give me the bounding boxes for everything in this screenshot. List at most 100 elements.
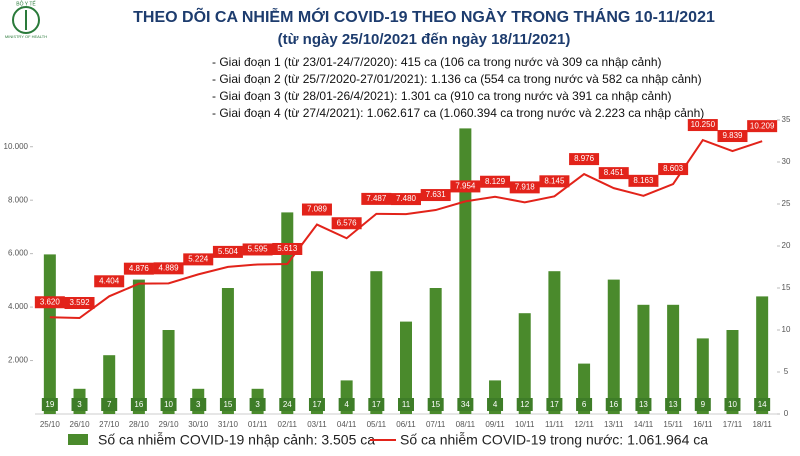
bar-label: 6 <box>582 400 587 409</box>
value-label-box <box>183 253 214 266</box>
bar-label-box <box>576 398 593 411</box>
value-label: 5.224 <box>188 254 209 263</box>
bar-label: 15 <box>431 400 440 409</box>
bar <box>310 271 323 414</box>
bar-label: 10 <box>164 400 173 409</box>
value-label-box <box>242 243 273 256</box>
bar-label: 3 <box>196 400 201 409</box>
x-tick-label: 29/10 <box>159 420 180 429</box>
y2-tick-label: 0 <box>784 409 789 418</box>
x-tick-label: 15/11 <box>663 420 683 429</box>
y-tick-label: 10.000 <box>4 142 29 151</box>
x-tick-label: 31/10 <box>218 420 239 429</box>
bar-label: 11 <box>402 400 411 409</box>
value-label: 5.595 <box>248 245 269 254</box>
x-tick-label: 01/11 <box>248 420 268 429</box>
value-label: 5.504 <box>218 247 239 256</box>
line <box>49 138 763 320</box>
bar-label: 12 <box>520 400 529 409</box>
bar-label-box <box>457 398 474 411</box>
legend-label: Số ca nhiễm COVID-19 nhập cảnh: 3.505 ca <box>98 432 375 448</box>
bar-label: 16 <box>134 400 143 409</box>
value-label-box <box>628 174 659 187</box>
bar-label-box <box>516 398 533 411</box>
x-tick-label: 02/11 <box>278 420 298 429</box>
bar-label-box <box>249 398 266 411</box>
bar-label-box <box>130 398 147 411</box>
y2-tick-label: 20 <box>782 241 791 250</box>
value-label: 4.876 <box>129 264 150 273</box>
x-tick-label: 11/11 <box>545 420 564 429</box>
bar-label-box <box>694 398 711 411</box>
bar-label-box <box>71 398 88 411</box>
y2-tick-label: 25 <box>782 199 791 208</box>
value-label-box <box>598 167 629 180</box>
annotation: - Giai đoạn 3 (từ 28/01-26/4/2021): 1.30… <box>212 89 672 103</box>
bar-label-box <box>101 398 118 411</box>
value-label-box <box>569 153 600 166</box>
x-tick-label: 26/10 <box>70 420 91 429</box>
y2-tick-label: 35 <box>782 115 791 124</box>
y-tick-label: 2.000 <box>8 356 29 365</box>
bar-label-box <box>41 398 58 411</box>
logo-text: MINISTRY OF HEALTH <box>5 34 47 39</box>
chart-title: THEO DÕI CA NHIỄM MỚI COVID-19 THEO NGÀY… <box>133 6 715 26</box>
bar <box>726 330 739 414</box>
bar-label-box <box>546 398 563 411</box>
y2-tick-label: 30 <box>782 157 791 166</box>
bar-label-box <box>398 398 414 411</box>
bar <box>281 212 294 414</box>
bar-label-box <box>338 398 355 411</box>
value-label-box <box>64 296 95 309</box>
bar-label-box <box>368 398 385 411</box>
bar-label: 3 <box>255 400 260 409</box>
value-label: 8.976 <box>574 154 595 163</box>
value-label-box <box>480 175 511 188</box>
x-tick-label: 09/11 <box>485 420 505 429</box>
bar <box>370 271 383 414</box>
bar-label-box <box>219 398 236 411</box>
value-label-box <box>539 175 570 188</box>
bar <box>429 288 442 414</box>
value-label: 10.209 <box>750 121 775 130</box>
value-label: 8.145 <box>544 176 565 185</box>
y-tick-label: 6.000 <box>8 249 29 258</box>
x-tick-label: 17/11 <box>723 420 743 429</box>
x-tick-label: 18/11 <box>752 420 772 429</box>
y2-tick-label: 15 <box>782 283 791 292</box>
bar-label-box <box>308 398 325 411</box>
bar-label: 17 <box>313 400 322 409</box>
bar-label: 3 <box>77 400 82 409</box>
value-label-box <box>361 192 392 205</box>
bar-label: 13 <box>669 400 678 409</box>
bar-label-box <box>635 398 652 411</box>
bar-label-box <box>605 398 622 411</box>
bar-label: 4 <box>344 400 349 409</box>
value-label: 4.889 <box>159 263 180 272</box>
value-label: 7.089 <box>307 205 328 214</box>
x-tick-label: 25/10 <box>40 420 61 429</box>
value-label-box <box>153 262 184 275</box>
value-label: 7.954 <box>455 182 476 191</box>
value-label: 9.839 <box>722 131 743 140</box>
value-label-box <box>272 242 303 255</box>
x-tick-label: 12/11 <box>574 420 594 429</box>
bar-label-box <box>665 398 682 411</box>
x-tick-label: 16/11 <box>693 420 713 429</box>
bar <box>637 304 650 414</box>
value-label-box <box>509 181 540 194</box>
bar-label-box <box>279 398 296 411</box>
value-label-box <box>212 245 243 258</box>
bar <box>221 288 234 414</box>
bar-label: 7 <box>107 400 112 409</box>
x-tick-label: 30/10 <box>188 420 209 429</box>
value-label: 5.613 <box>277 244 298 253</box>
bar <box>548 271 561 414</box>
x-tick-label: 05/11 <box>367 420 387 429</box>
bar <box>459 128 472 414</box>
value-label: 7.480 <box>396 194 417 203</box>
bar <box>756 296 769 414</box>
bar <box>132 279 145 414</box>
bar <box>667 304 680 414</box>
bar-label: 10 <box>728 400 737 409</box>
